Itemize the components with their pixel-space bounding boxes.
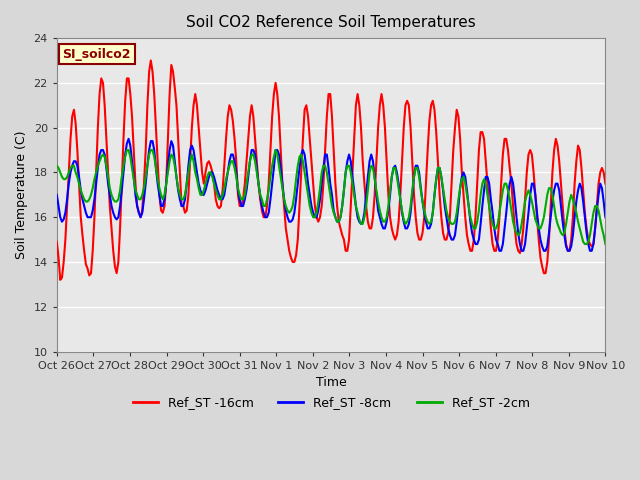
Ref_ST -2cm xyxy=(263,196,271,202)
Ref_ST -8cm xyxy=(53,192,61,198)
Ref_ST -2cm xyxy=(303,181,310,187)
X-axis label: Time: Time xyxy=(316,376,346,389)
Line: Ref_ST -8cm: Ref_ST -8cm xyxy=(57,139,605,251)
Ref_ST -16cm xyxy=(265,181,273,187)
Y-axis label: Soil Temperature (C): Soil Temperature (C) xyxy=(15,131,28,259)
Ref_ST -2cm xyxy=(109,196,117,202)
Ref_ST -8cm xyxy=(191,158,199,164)
Ref_ST -8cm xyxy=(263,215,271,220)
Ref_ST -8cm xyxy=(422,219,430,225)
Ref_ST -16cm xyxy=(193,102,201,108)
Ref_ST -8cm xyxy=(109,210,117,216)
Ref_ST -16cm xyxy=(111,264,119,269)
Ref_ST -2cm xyxy=(422,215,430,220)
Ref_ST -16cm xyxy=(424,147,431,153)
Ref_ST -2cm xyxy=(123,147,131,153)
Legend: Ref_ST -16cm, Ref_ST -8cm, Ref_ST -2cm: Ref_ST -16cm, Ref_ST -8cm, Ref_ST -2cm xyxy=(127,391,534,414)
Ref_ST -16cm xyxy=(56,277,64,283)
Ref_ST -2cm xyxy=(335,219,342,225)
Ref_ST -16cm xyxy=(337,226,344,231)
Title: Soil CO2 Reference Soil Temperatures: Soil CO2 Reference Soil Temperatures xyxy=(186,15,476,30)
Ref_ST -2cm xyxy=(191,169,199,175)
Text: SI_soilco2: SI_soilco2 xyxy=(62,48,131,60)
Ref_ST -16cm xyxy=(602,181,609,187)
Ref_ST -2cm xyxy=(53,163,61,168)
Ref_ST -8cm xyxy=(125,136,132,142)
Ref_ST -2cm xyxy=(602,241,609,247)
Line: Ref_ST -2cm: Ref_ST -2cm xyxy=(57,150,605,244)
Ref_ST -16cm xyxy=(147,58,155,63)
Line: Ref_ST -16cm: Ref_ST -16cm xyxy=(57,60,605,280)
Ref_ST -8cm xyxy=(495,248,503,253)
Ref_ST -16cm xyxy=(53,239,61,245)
Ref_ST -8cm xyxy=(303,165,310,171)
Ref_ST -8cm xyxy=(602,215,609,220)
Ref_ST -2cm xyxy=(581,241,589,247)
Ref_ST -16cm xyxy=(304,114,312,120)
Ref_ST -8cm xyxy=(335,219,342,225)
